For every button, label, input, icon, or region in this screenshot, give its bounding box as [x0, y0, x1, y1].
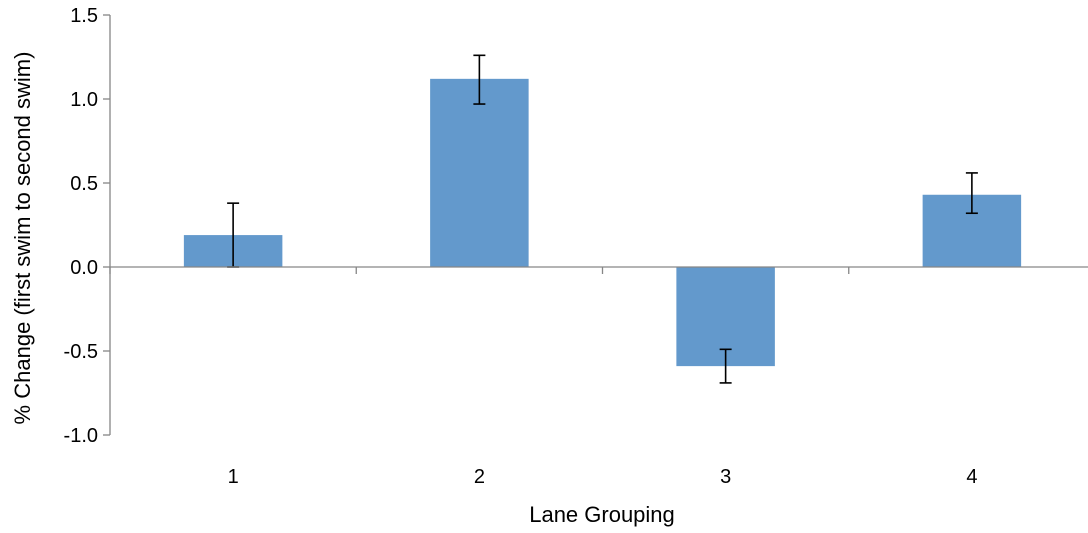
- y-tick-label: 0.5: [70, 173, 98, 195]
- x-tick-label: 1: [228, 466, 239, 488]
- y-axis-title: % Change (first swim to second swim): [10, 52, 35, 425]
- x-tick-label: 2: [474, 466, 485, 488]
- bars: [183, 78, 1022, 367]
- error-bars: [227, 54, 978, 384]
- x-tick-label: 4: [966, 466, 977, 488]
- y-tick-label: 0.0: [70, 257, 98, 279]
- x-tick-label: 3: [720, 466, 731, 488]
- y-tick-label: -0.5: [64, 341, 98, 363]
- y-tick-label: 1.0: [70, 89, 98, 111]
- axes: [103, 14, 1088, 436]
- y-axis-ticks: 1.5 1.0 0.5 0.0 -0.5 -1.0: [64, 5, 98, 447]
- bar: [430, 78, 529, 267]
- y-tick-label: -1.0: [64, 425, 98, 447]
- x-axis-title: Lane Grouping: [529, 502, 675, 527]
- x-axis-ticks: 1 2 3 4: [228, 466, 978, 488]
- y-tick-label: 1.5: [70, 5, 98, 27]
